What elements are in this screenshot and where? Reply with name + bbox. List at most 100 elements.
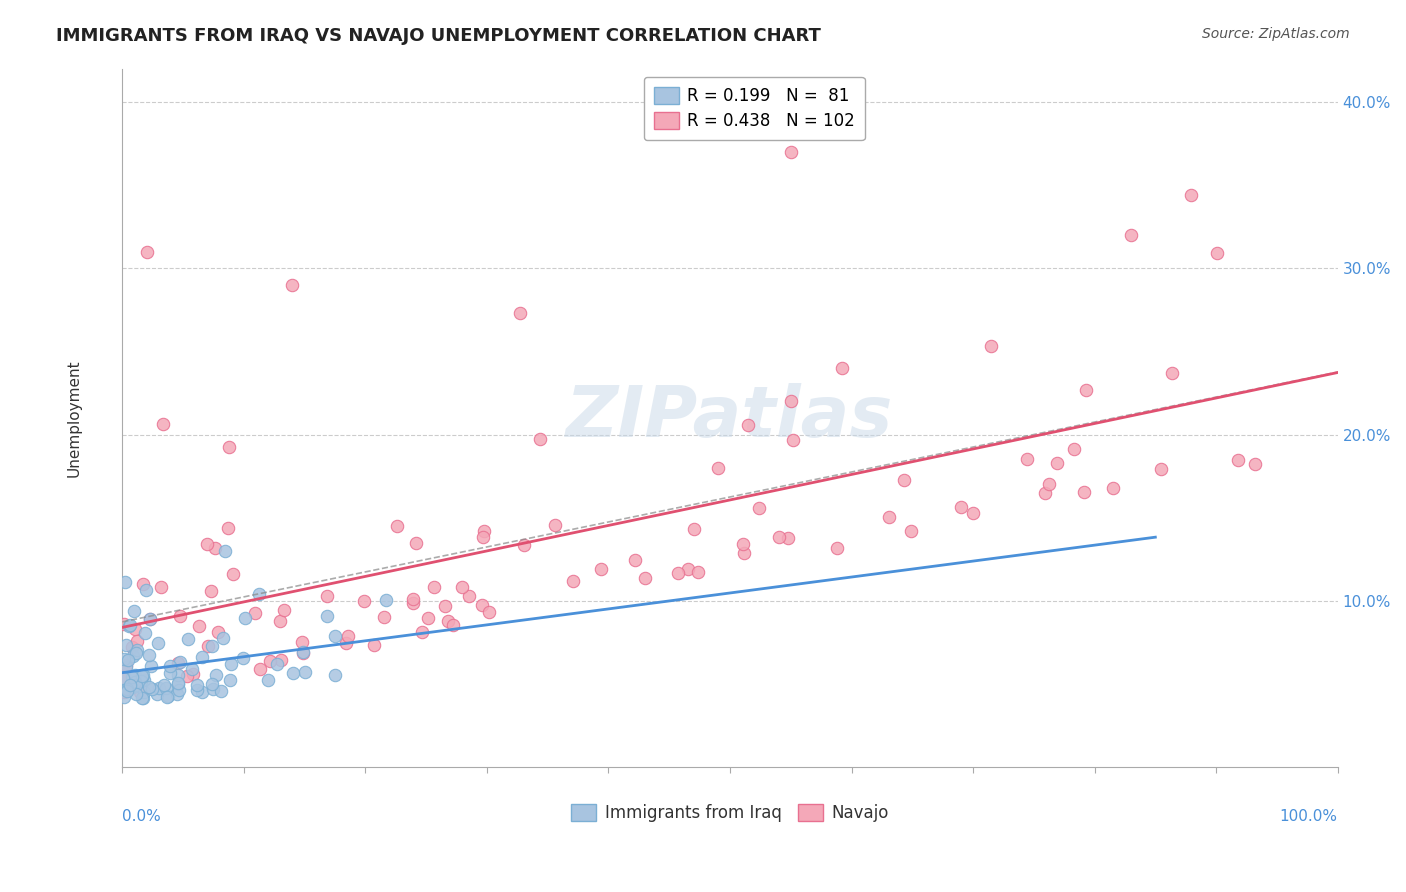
Point: [437, 615, 460, 629]
Point: [281, 666, 304, 681]
Point: [209, 684, 232, 698]
Point: [257, 673, 280, 687]
Point: [186, 683, 208, 698]
Point: [405, 536, 427, 550]
Point: [139, 612, 162, 626]
Point: [1102, 481, 1125, 495]
Point: [134, 626, 156, 640]
Point: [1073, 485, 1095, 500]
Point: [159, 658, 181, 673]
Point: [138, 681, 160, 695]
Point: [529, 432, 551, 446]
Point: [121, 680, 143, 694]
Point: [733, 537, 755, 551]
Point: [118, 678, 141, 692]
Point: [129, 673, 152, 688]
Point: [1180, 187, 1202, 202]
Point: [737, 417, 759, 432]
Point: [115, 659, 138, 673]
Point: [134, 685, 156, 699]
Point: [138, 613, 160, 627]
Point: [1206, 245, 1229, 260]
Point: [291, 634, 314, 648]
Point: [121, 640, 143, 655]
Point: [416, 611, 439, 625]
Point: [111, 671, 134, 685]
Point: [543, 517, 565, 532]
Point: [478, 605, 501, 619]
Point: [191, 685, 214, 699]
Point: [112, 652, 135, 666]
Point: [232, 650, 254, 665]
Point: [114, 671, 136, 685]
Point: [125, 634, 148, 648]
Point: [776, 531, 799, 545]
Point: [114, 690, 136, 704]
Point: [114, 574, 136, 589]
Text: 0.0%: 0.0%: [122, 809, 162, 824]
Point: [1119, 227, 1142, 242]
Point: [733, 546, 755, 560]
Point: [132, 576, 155, 591]
Point: [120, 617, 142, 632]
Point: [1063, 442, 1085, 456]
Point: [138, 648, 160, 662]
Point: [211, 632, 233, 646]
Point: [315, 589, 337, 603]
Point: [132, 668, 155, 682]
Point: [166, 676, 188, 690]
Point: [167, 683, 190, 698]
Point: [782, 433, 804, 447]
Point: [980, 339, 1002, 353]
Point: [145, 687, 167, 701]
Point: [121, 670, 143, 684]
Point: [124, 677, 146, 691]
Point: [124, 670, 146, 684]
Point: [561, 574, 583, 588]
Point: [204, 541, 226, 555]
Point: [148, 681, 170, 695]
Point: [222, 567, 245, 582]
Point: [1161, 366, 1184, 380]
Point: [291, 646, 314, 660]
Point: [187, 619, 209, 633]
Point: [134, 673, 156, 688]
Point: [634, 571, 657, 585]
Point: [122, 604, 145, 618]
Point: [243, 607, 266, 621]
Point: [125, 687, 148, 701]
Text: Unemployment: Unemployment: [66, 359, 82, 476]
Point: [591, 562, 613, 576]
Point: [214, 544, 236, 558]
Point: [149, 580, 172, 594]
Point: [323, 668, 346, 682]
Point: [363, 638, 385, 652]
Point: [472, 530, 495, 544]
Point: [825, 541, 848, 555]
Point: [201, 681, 224, 696]
Point: [156, 689, 179, 703]
Point: [1074, 383, 1097, 397]
Point: [1244, 457, 1267, 471]
Point: [402, 596, 425, 610]
Point: [117, 619, 139, 633]
Point: [120, 681, 142, 695]
Point: [411, 625, 433, 640]
Point: [666, 566, 689, 580]
Point: [156, 690, 179, 704]
Point: [141, 681, 163, 696]
Point: [457, 589, 479, 603]
Point: [686, 566, 709, 580]
Point: [1015, 451, 1038, 466]
Point: [353, 593, 375, 607]
Point: [433, 599, 456, 613]
Text: IMMIGRANTS FROM IRAQ VS NAVAJO UNEMPLOYMENT CORRELATION CHART: IMMIGRANTS FROM IRAQ VS NAVAJO UNEMPLOYM…: [56, 27, 821, 45]
Point: [402, 591, 425, 606]
Point: [115, 657, 138, 672]
Point: [1038, 477, 1060, 491]
Point: [218, 440, 240, 454]
Point: [112, 684, 135, 698]
Point: [292, 645, 315, 659]
Point: [135, 582, 157, 597]
Point: [707, 460, 730, 475]
